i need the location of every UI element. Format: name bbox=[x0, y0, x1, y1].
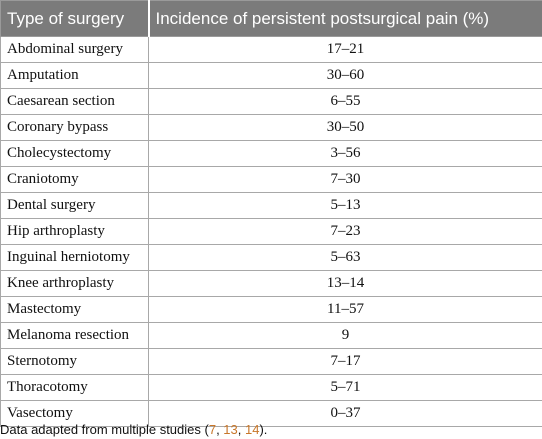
cell-incidence: 30–60 bbox=[148, 62, 542, 89]
table-row: Thoracotomy 5–71 bbox=[0, 374, 542, 401]
cell-surgery-type: Caesarean section bbox=[0, 88, 149, 115]
cell-incidence: 5–71 bbox=[148, 374, 542, 401]
cell-incidence: 13–14 bbox=[148, 270, 542, 297]
cell-surgery-type: Cholecystectomy bbox=[0, 140, 149, 167]
cell-surgery-type: Craniotomy bbox=[0, 166, 149, 193]
cell-surgery-type: Dental surgery bbox=[0, 192, 149, 219]
cell-surgery-type: Abdominal surgery bbox=[0, 36, 149, 63]
cell-surgery-type: Vasectomy bbox=[0, 400, 149, 427]
cell-incidence: 9 bbox=[148, 322, 542, 349]
table-header-row: Type of surgery Incidence of persistent … bbox=[0, 0, 542, 37]
surgery-pain-table: Type of surgery Incidence of persistent … bbox=[0, 0, 542, 427]
table-row: Melanoma resection 9 bbox=[0, 322, 542, 349]
reference-link[interactable]: 7 bbox=[208, 422, 217, 437]
cell-surgery-type: Hip arthroplasty bbox=[0, 218, 149, 245]
table-row: Craniotomy 7–30 bbox=[0, 166, 542, 193]
cell-surgery-type: Amputation bbox=[0, 62, 149, 89]
table-row: Knee arthroplasty 13–14 bbox=[0, 270, 542, 297]
cell-surgery-type: Inguinal herniotomy bbox=[0, 244, 149, 271]
cell-incidence: 11–57 bbox=[148, 296, 542, 323]
cell-surgery-type: Coronary bypass bbox=[0, 114, 149, 141]
cell-incidence: 7–17 bbox=[148, 348, 542, 375]
cell-surgery-type: Sternotomy bbox=[0, 348, 149, 375]
cell-incidence: 5–63 bbox=[148, 244, 542, 271]
cell-incidence: 7–23 bbox=[148, 218, 542, 245]
table-body: Abdominal surgery 17–21 Amputation 30–60 Cae… bbox=[0, 36, 542, 427]
table-row: Coronary bypass 30–50 bbox=[0, 114, 542, 141]
table-row: Hip arthroplasty 7–23 bbox=[0, 218, 542, 245]
column-header-surgery-type: Type of surgery bbox=[0, 0, 149, 37]
table-row: Sternotomy 7–17 bbox=[0, 348, 542, 375]
table-row: Abdominal surgery 17–21 bbox=[0, 36, 542, 63]
cell-incidence: 5–13 bbox=[148, 192, 542, 219]
table-row: Caesarean section 6–55 bbox=[0, 88, 542, 115]
table-row: Cholecystectomy 3–56 bbox=[0, 140, 542, 167]
table-row: Mastectomy 11–57 bbox=[0, 296, 542, 323]
table-row: Inguinal herniotomy 5–63 bbox=[0, 244, 542, 271]
cell-surgery-type: Mastectomy bbox=[0, 296, 149, 323]
table-row: Vasectomy 0–37 bbox=[0, 400, 542, 427]
reference-link[interactable]: 14 bbox=[245, 422, 260, 437]
table-footnote: Data adapted from multiple studies (7, 1… bbox=[0, 422, 268, 437]
cell-incidence: 17–21 bbox=[148, 36, 542, 63]
cell-surgery-type: Knee arthroplasty bbox=[0, 270, 149, 297]
cell-incidence: 6–55 bbox=[148, 88, 542, 115]
cell-incidence: 7–30 bbox=[148, 166, 542, 193]
cell-incidence: 3–56 bbox=[148, 140, 542, 167]
cell-surgery-type: Thoracotomy bbox=[0, 374, 149, 401]
cell-surgery-type: Melanoma resection bbox=[0, 322, 149, 349]
footnote-suffix: ). bbox=[259, 422, 268, 437]
data-table-container: Type of surgery Incidence of persistent … bbox=[0, 0, 542, 427]
column-header-incidence: Incidence of persistent postsurgical pai… bbox=[147, 0, 542, 37]
table-row: Amputation 30–60 bbox=[0, 62, 542, 89]
reference-link[interactable]: 13 bbox=[223, 422, 238, 437]
cell-incidence: 0–37 bbox=[148, 400, 542, 427]
footnote-text: Data adapted from multiple studies ( bbox=[0, 422, 209, 437]
cell-incidence: 30–50 bbox=[148, 114, 542, 141]
table-row: Dental surgery 5–13 bbox=[0, 192, 542, 219]
